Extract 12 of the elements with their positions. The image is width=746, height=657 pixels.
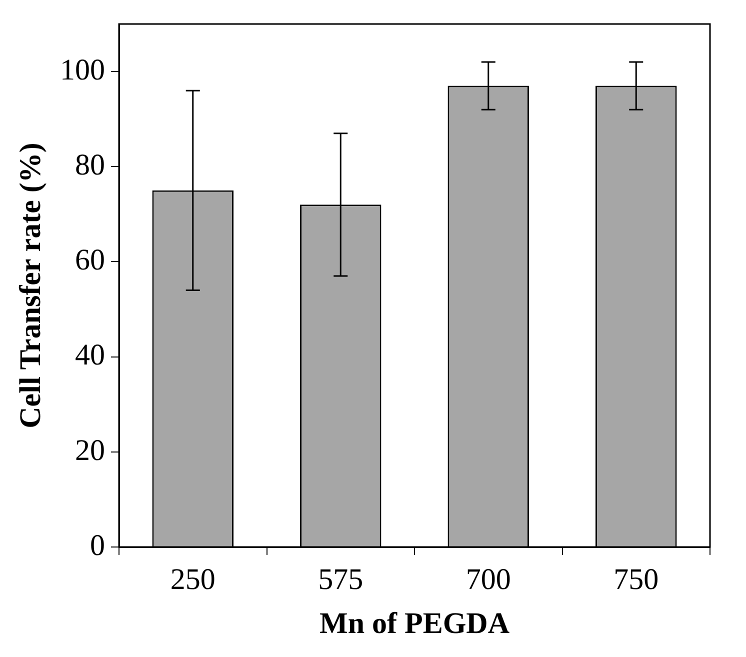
y-tick-label: 20 xyxy=(75,434,105,467)
x-axis-title: Mn of PEGDA xyxy=(320,606,510,640)
x-tick-label: 700 xyxy=(466,562,511,596)
y-tick-label: 40 xyxy=(75,338,105,372)
y-tick-label: 100 xyxy=(60,53,105,86)
x-tick-label: 750 xyxy=(614,562,659,596)
x-tick-label: 575 xyxy=(318,562,364,596)
y-tick-label: 60 xyxy=(75,244,105,277)
x-tick-label: 250 xyxy=(170,562,216,596)
y-axis-title: Cell Transfer rate (%) xyxy=(14,142,47,428)
y-tick-label: 0 xyxy=(90,528,105,562)
y-tick-label: 80 xyxy=(75,148,105,182)
